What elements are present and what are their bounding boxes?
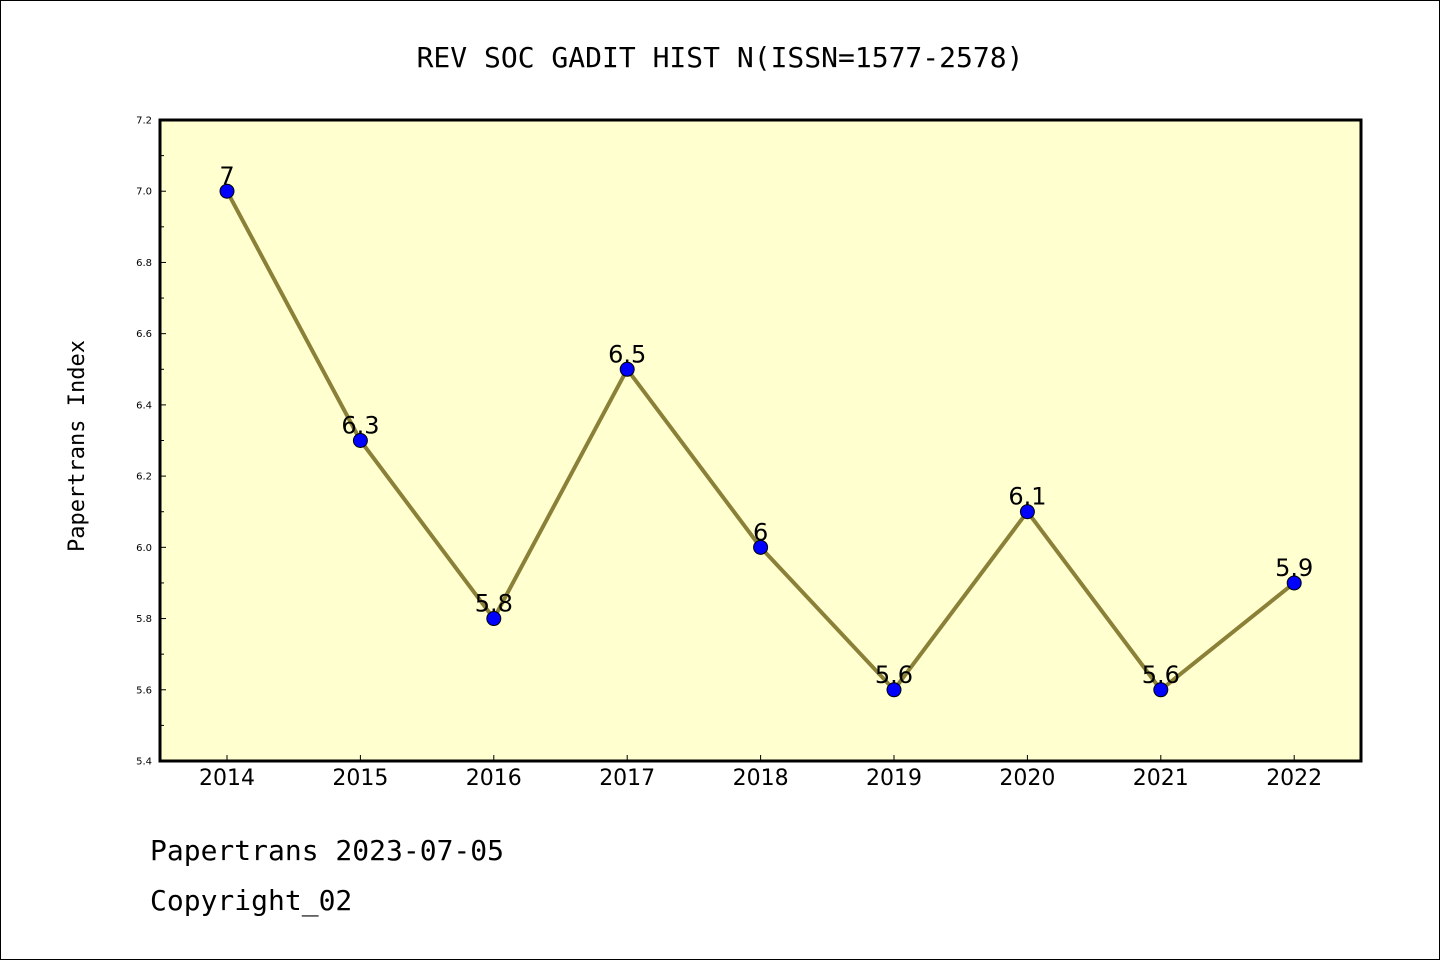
plot-area (160, 120, 1361, 761)
data-point (619, 361, 635, 377)
x-tick-label: 2016 (466, 766, 522, 791)
footer-copyright: Copyright_02 (150, 884, 353, 917)
data-point (886, 682, 902, 698)
y-tick-label: 5.6 (136, 685, 152, 696)
y-tick-label: 5.8 (136, 614, 152, 625)
data-label: 6 (753, 518, 768, 546)
x-tick-label: 2015 (332, 766, 388, 791)
y-tick-label: 5.4 (136, 757, 152, 768)
x-tick-label: 2014 (199, 766, 255, 791)
data-label: 6.5 (608, 340, 646, 368)
data-point (1153, 682, 1169, 698)
series-line (219, 183, 1302, 698)
y-tick-label: 6.2 (136, 472, 152, 483)
footer-date: Papertrans 2023-07-05 (150, 834, 505, 867)
data-point (1019, 504, 1035, 520)
data-label: 5.6 (875, 661, 913, 689)
data-point (219, 183, 235, 199)
data-label: 6.1 (1008, 483, 1046, 511)
data-point (352, 433, 368, 448)
y-tick-label: 7.0 (136, 187, 152, 198)
data-point (753, 539, 769, 555)
chart-title: REV SOC GADIT HIST N(ISSN=1577-2578) (417, 41, 1024, 74)
y-axis: 5.4 5.6 5.8 6.0 6.2 6.4 6.6 6.8 7.0 7.2 (136, 116, 166, 768)
x-tick-label: 2020 (999, 766, 1055, 791)
y-tick-label: 6.4 (136, 400, 152, 411)
x-tick-label: 2017 (599, 766, 655, 791)
x-tick-label: 2022 (1266, 766, 1322, 791)
y-axis-label: Papertrans Index (65, 340, 90, 552)
plot-border (158, 118, 1363, 763)
x-tick-label: 2018 (733, 766, 789, 791)
data-point (486, 611, 502, 627)
data-label: 5.8 (475, 590, 513, 618)
data-label: 7 (219, 162, 234, 190)
x-tick-label: 2019 (866, 766, 922, 791)
y-tick-label: 7.2 (136, 116, 152, 127)
y-tick-label: 6.0 (136, 543, 152, 554)
y-tick-label: 6.6 (136, 329, 152, 340)
y-tick-label: 6.8 (136, 258, 152, 269)
data-labels: 7 6.3 5.8 6.5 6 5.6 6.1 5.6 5.9 (219, 162, 1313, 689)
data-point (1286, 575, 1302, 591)
data-label: 6.3 (341, 412, 379, 440)
x-axis: 2014 2015 2016 2017 2018 2019 2020 2021 2022 (199, 755, 1322, 791)
data-label: 5.6 (1142, 661, 1180, 689)
data-label: 5.9 (1275, 554, 1313, 582)
x-tick-label: 2021 (1133, 766, 1189, 791)
